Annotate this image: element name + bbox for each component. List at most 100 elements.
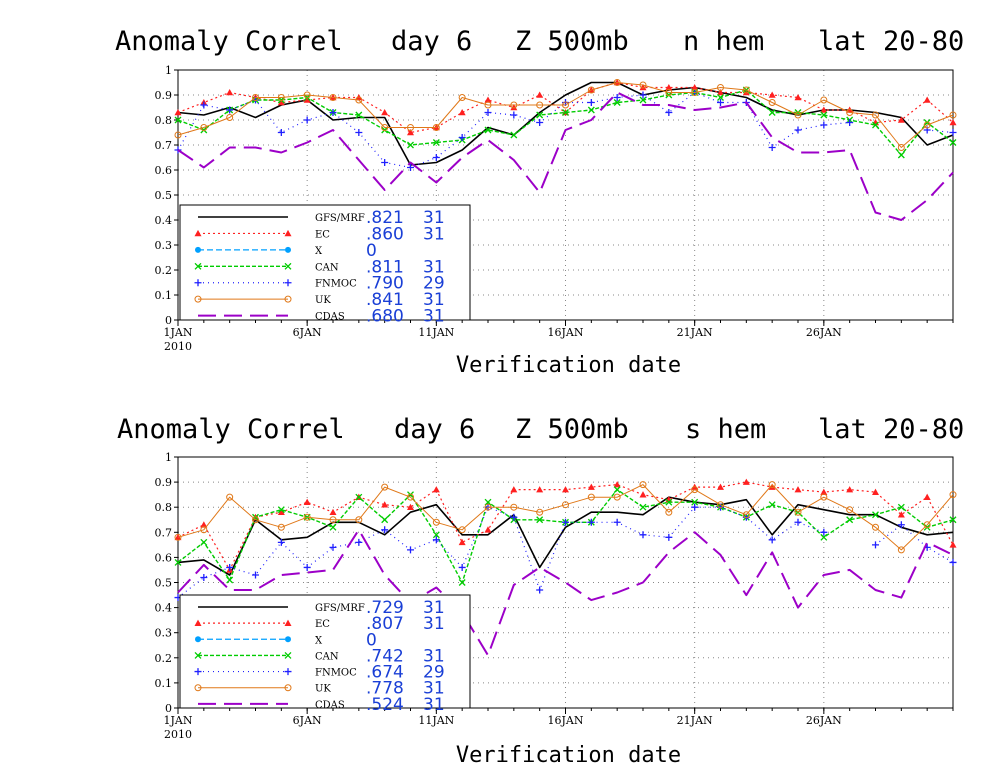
- legend-score: .841: [366, 290, 404, 310]
- data-point: [613, 94, 621, 101]
- x-tick-label: 11JAN: [418, 326, 454, 339]
- legend-score: .790: [366, 274, 404, 294]
- legend-series-name: CAN: [315, 262, 339, 273]
- data-point: [458, 134, 466, 141]
- data-point: [923, 493, 931, 500]
- data-point: [949, 516, 957, 524]
- data-point: [897, 546, 905, 554]
- x-tick-label: 6JAN: [293, 326, 322, 339]
- data-point: [303, 563, 311, 571]
- data-point: [897, 116, 905, 123]
- y-tick-label: 0.5: [155, 189, 173, 202]
- data-point: [200, 101, 208, 109]
- data-point: [846, 119, 854, 126]
- data-point: [484, 503, 492, 511]
- data-point: [174, 131, 182, 139]
- data-point: [458, 563, 466, 571]
- data-point: [536, 101, 544, 109]
- data-point: [200, 573, 208, 581]
- data-point: [303, 498, 311, 505]
- data-point: [768, 481, 776, 489]
- data-point: [562, 486, 569, 493]
- data-point: [381, 483, 389, 491]
- data-point: [355, 111, 363, 119]
- y-tick-label: 0.7: [155, 526, 173, 539]
- data-point: [536, 516, 544, 524]
- data-point: [194, 651, 202, 659]
- legend: GFS/MRF .821 31 EC .860 31 X 0 CAN .811 31 FNMOC .79…: [179, 204, 471, 327]
- data-point: [284, 262, 292, 270]
- data-point: [846, 506, 854, 514]
- series-line: [177, 496, 954, 576]
- data-point: [923, 121, 931, 129]
- data-point: [329, 508, 337, 516]
- y-tick-label: 0.4: [155, 214, 173, 227]
- data-point: [820, 106, 828, 113]
- data-point: [407, 493, 414, 501]
- legend-series-name: CDAS: [315, 700, 345, 711]
- title-part: Z 500mb: [515, 414, 629, 445]
- legend: GFS/MRF .729 31 EC .807 31 X 0 CAN .742 31 FNMOC .67…: [179, 594, 471, 715]
- data-point: [768, 99, 776, 106]
- x-tick-label: 26JAN: [806, 714, 842, 727]
- data-point: [872, 541, 879, 549]
- y-tick-label: 0.1: [155, 677, 173, 690]
- data-point: [949, 139, 957, 146]
- data-point: [226, 563, 234, 571]
- title-part: s hem: [685, 414, 767, 445]
- data-point: [432, 531, 440, 539]
- data-point: [484, 101, 492, 109]
- series-line: [177, 91, 954, 221]
- data-point: [194, 229, 202, 237]
- data-point: [484, 109, 492, 116]
- legend-series-name: EC: [315, 229, 330, 240]
- title-part: day 6: [391, 26, 473, 57]
- legend-score: .860: [366, 224, 404, 244]
- data-point: [194, 684, 202, 692]
- data-point: [846, 486, 854, 493]
- data-point: [768, 144, 776, 151]
- data-point: [949, 558, 957, 566]
- gridlines: [178, 70, 953, 320]
- legend-score: .811: [366, 257, 404, 277]
- data-point: [872, 511, 879, 519]
- data-point: [226, 493, 234, 501]
- legend-series-name: X: [315, 246, 323, 257]
- data-point: [303, 513, 311, 521]
- data-point: [200, 526, 208, 534]
- y-tick-label: 0.8: [155, 114, 173, 127]
- data-point: [717, 84, 724, 91]
- data-point: [195, 636, 201, 643]
- data-point: [639, 81, 647, 89]
- data-point: [432, 486, 440, 493]
- legend-series-name: UK: [315, 295, 331, 306]
- data-point: [329, 109, 337, 116]
- legend-score: .807: [366, 614, 404, 634]
- data-point: [639, 481, 647, 489]
- data-point: [174, 558, 182, 566]
- data-point: [742, 89, 750, 96]
- legend-score: 0: [366, 630, 377, 650]
- data-point: [329, 543, 337, 551]
- data-point: [355, 493, 363, 501]
- y-tick-label: 1: [165, 64, 172, 77]
- data-point: [432, 154, 440, 161]
- legend-count: 29: [423, 274, 445, 294]
- series-cdas: [177, 91, 954, 221]
- data-point: [768, 536, 776, 544]
- data-point: [277, 94, 285, 101]
- data-point: [277, 129, 285, 136]
- data-point: [252, 571, 259, 579]
- legend-count: 31: [423, 598, 445, 618]
- legend-score: .524: [366, 695, 404, 715]
- data-point: [510, 513, 518, 521]
- data-point: [639, 531, 647, 539]
- title-part: n hem: [683, 26, 765, 57]
- data-point: [432, 536, 440, 544]
- data-point: [872, 121, 879, 129]
- data-point: [284, 619, 292, 626]
- data-point: [794, 94, 802, 101]
- series-gfs-mrf: [177, 496, 954, 576]
- legend-count: 31: [423, 290, 445, 310]
- data-point: [252, 516, 259, 524]
